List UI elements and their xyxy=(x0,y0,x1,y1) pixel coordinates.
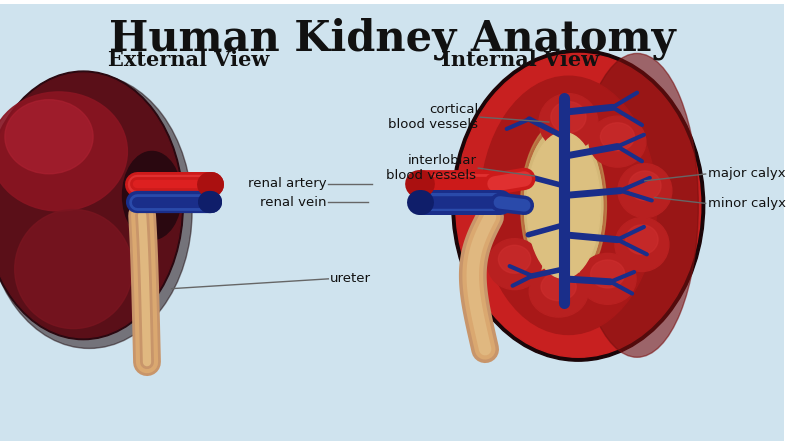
Ellipse shape xyxy=(589,116,646,167)
Ellipse shape xyxy=(618,164,672,218)
Text: Internal View: Internal View xyxy=(441,50,599,70)
Ellipse shape xyxy=(521,120,606,291)
Ellipse shape xyxy=(530,266,588,317)
Ellipse shape xyxy=(5,100,93,174)
Ellipse shape xyxy=(480,76,657,335)
Text: major calyx: major calyx xyxy=(708,167,786,181)
Ellipse shape xyxy=(14,210,132,328)
Text: External View: External View xyxy=(108,50,269,70)
Ellipse shape xyxy=(524,126,602,284)
Ellipse shape xyxy=(0,71,183,340)
Ellipse shape xyxy=(590,260,625,288)
Ellipse shape xyxy=(0,92,127,211)
Ellipse shape xyxy=(452,49,705,361)
Ellipse shape xyxy=(600,123,634,151)
Text: ureter: ureter xyxy=(330,272,371,285)
Text: cortical
blood vessels: cortical blood vessels xyxy=(388,103,478,131)
Ellipse shape xyxy=(524,126,602,284)
Ellipse shape xyxy=(579,253,636,304)
Ellipse shape xyxy=(487,239,542,290)
Ellipse shape xyxy=(456,53,701,357)
Ellipse shape xyxy=(122,151,182,240)
Ellipse shape xyxy=(626,225,658,255)
Ellipse shape xyxy=(629,171,661,201)
Ellipse shape xyxy=(0,73,182,338)
Ellipse shape xyxy=(551,101,586,133)
Ellipse shape xyxy=(498,245,530,273)
Text: interloblar
blood vessels: interloblar blood vessels xyxy=(386,154,476,182)
Ellipse shape xyxy=(576,53,698,357)
Text: Human Kidney Anatomy: Human Kidney Anatomy xyxy=(109,17,675,60)
Ellipse shape xyxy=(541,273,576,301)
Ellipse shape xyxy=(539,93,598,150)
Text: renal artery: renal artery xyxy=(248,177,326,190)
Text: renal vein: renal vein xyxy=(260,196,326,209)
Ellipse shape xyxy=(615,218,669,271)
Ellipse shape xyxy=(0,74,192,348)
Ellipse shape xyxy=(526,133,600,278)
Text: minor calyx: minor calyx xyxy=(708,197,786,210)
